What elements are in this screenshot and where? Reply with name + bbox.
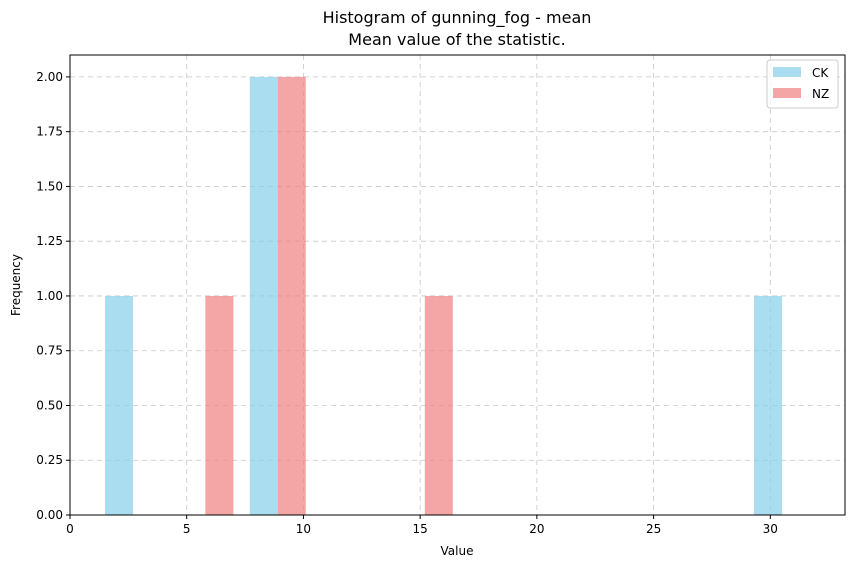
bars bbox=[105, 76, 782, 516]
legend-swatch-nz bbox=[773, 88, 801, 98]
x-tick-label: 5 bbox=[183, 522, 191, 536]
legend-label-nz: NZ bbox=[812, 87, 829, 101]
chart-subtitle: Mean value of the statistic. bbox=[348, 30, 565, 49]
x-tick-label: 15 bbox=[413, 522, 428, 536]
x-tick-label: 25 bbox=[646, 522, 661, 536]
y-tick-label: 0.25 bbox=[36, 453, 63, 467]
y-axis: 0.00 0.25 0.50 0.75 1.00 1.25 1.50 1.75 2.00 bbox=[36, 70, 70, 522]
y-tick-label: 2.00 bbox=[36, 70, 63, 84]
y-tick-label: 1.00 bbox=[36, 289, 63, 303]
y-tick-label: 1.75 bbox=[36, 125, 63, 139]
x-tick-label: 20 bbox=[529, 522, 544, 536]
x-axis: 0 5 10 15 20 25 30 bbox=[66, 515, 778, 536]
y-axis-label: Frequency bbox=[9, 254, 23, 316]
y-tick-label: 1.25 bbox=[36, 234, 63, 248]
legend-swatch-ck bbox=[773, 67, 801, 77]
x-axis-label: Value bbox=[441, 544, 474, 558]
grid-lines bbox=[69, 55, 845, 516]
chart-title: Histogram of gunning_fog - mean bbox=[323, 8, 592, 28]
y-tick-label: 1.50 bbox=[36, 179, 63, 193]
bar-nz bbox=[205, 295, 234, 515]
x-tick-label: 0 bbox=[66, 522, 74, 536]
legend-label-ck: CK bbox=[812, 66, 829, 80]
y-tick-label: 0.75 bbox=[36, 344, 63, 358]
y-tick-label: 0.00 bbox=[36, 508, 63, 522]
x-tick-label: 30 bbox=[763, 522, 778, 536]
y-tick-label: 0.50 bbox=[36, 398, 63, 412]
bar-ck bbox=[249, 76, 278, 516]
bar-ck bbox=[105, 295, 134, 515]
legend: CK NZ bbox=[766, 59, 839, 109]
plot-frame bbox=[69, 54, 846, 516]
x-tick-label: 10 bbox=[296, 522, 311, 536]
bar-nz bbox=[424, 295, 453, 515]
bar-nz bbox=[277, 76, 306, 516]
bar-ck bbox=[753, 295, 782, 515]
